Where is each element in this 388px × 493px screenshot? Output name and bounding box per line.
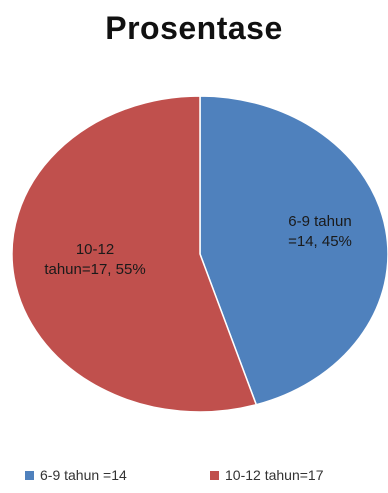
- slice-label-2: 10-12 tahun=17, 55%: [44, 241, 145, 278]
- legend-label-2: 10-12 tahun=17: [225, 467, 324, 483]
- legend-label-1: 6-9 tahun =14: [40, 467, 127, 483]
- legend-swatch-1: [25, 471, 34, 480]
- chart-title: Prosentase: [105, 10, 283, 46]
- pie-slice-2: [11, 95, 258, 413]
- pie-slice-1: [199, 95, 388, 406]
- slice-label-1: 6-9 tahun =14, 45%: [288, 213, 352, 250]
- legend-swatch-2: [210, 471, 219, 480]
